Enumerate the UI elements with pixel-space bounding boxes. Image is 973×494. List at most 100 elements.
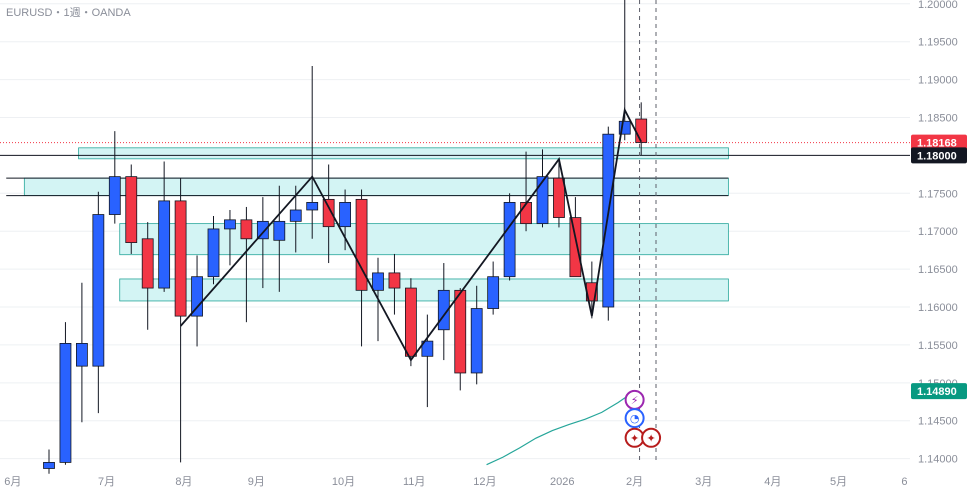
us-flag-icon-ring xyxy=(641,427,662,448)
candle-body xyxy=(224,219,236,230)
candle xyxy=(553,159,565,228)
time-tick-label: 10月 xyxy=(332,476,355,488)
time-tick-label: 2月 xyxy=(626,476,643,488)
time-tick-label: 5月 xyxy=(830,476,847,488)
price-tick-label: 1.19500 xyxy=(918,37,958,49)
candle xyxy=(470,285,483,385)
indicator-line xyxy=(486,390,635,466)
time-tick-label: 12月 xyxy=(473,476,496,488)
price-tick-label: 1.16000 xyxy=(918,302,958,314)
candle xyxy=(503,193,516,281)
candle xyxy=(339,189,352,251)
candle-body xyxy=(207,228,220,278)
us-flag-icon[interactable]: ✦ xyxy=(624,427,645,448)
candle xyxy=(404,278,417,367)
candle-body xyxy=(536,176,549,225)
candle xyxy=(289,185,302,253)
candle-body xyxy=(355,198,368,291)
candle-body xyxy=(339,202,352,228)
us-flag-icon-glyph: ✦ xyxy=(630,432,639,445)
candle-body xyxy=(59,343,72,463)
candle xyxy=(602,126,615,321)
zigzag-path[interactable] xyxy=(179,107,642,362)
price-tick-label: 1.17000 xyxy=(918,226,958,238)
candle-body xyxy=(125,176,138,243)
price-tick-label: 1.17500 xyxy=(918,188,958,200)
candle-body xyxy=(421,340,434,357)
time-tick-label: 6月 xyxy=(4,476,21,488)
candle-body xyxy=(404,287,417,357)
candle-body xyxy=(618,120,631,135)
candle xyxy=(388,253,401,315)
time-tick-label: 7月 xyxy=(98,476,115,488)
candle xyxy=(92,191,105,414)
price-tick-label: 1.14500 xyxy=(918,416,958,428)
clock-icon[interactable]: ◔ xyxy=(624,408,645,429)
candle-body xyxy=(602,133,615,308)
vertical-dashed-lines[interactable] xyxy=(639,0,657,462)
time-tick-label: 11月 xyxy=(403,476,425,488)
candle xyxy=(536,149,549,228)
candle xyxy=(59,322,72,465)
symbol-label: EURUSD・1週・OANDA xyxy=(6,7,131,19)
time-tick-label: 6 xyxy=(901,476,907,488)
candle xyxy=(224,209,236,266)
candle-body xyxy=(503,202,516,278)
price-axis[interactable]: 1.140001.145001.150001.155001.160001.165… xyxy=(918,0,958,466)
candle-body xyxy=(372,272,384,291)
candles xyxy=(43,0,648,474)
time-axis[interactable]: 6月 7月 8月 9月 10月 11月 12月 2026 2月 3月 4月 5月 6 xyxy=(4,476,907,488)
candle-body xyxy=(273,220,286,241)
candle-body xyxy=(553,177,565,218)
candle xyxy=(191,255,203,347)
event-icons[interactable]: ⚡ ◔ ✦ ✦ xyxy=(624,389,662,448)
zone-box[interactable] xyxy=(119,223,729,256)
candle xyxy=(437,263,450,361)
price-tick-label: 1.20000 xyxy=(918,0,958,11)
time-tick-label: 9月 xyxy=(248,476,265,488)
price-tick-label: 1.18500 xyxy=(918,113,958,125)
zones[interactable] xyxy=(23,147,729,302)
us-flag-icon[interactable]: ✦ xyxy=(641,427,662,448)
price-tag: 1.18000 xyxy=(911,147,967,164)
candle xyxy=(306,65,319,239)
price-tag: 1.18168 xyxy=(911,134,967,151)
price-tag-label: 1.18168 xyxy=(917,138,957,150)
candle-body xyxy=(487,276,500,309)
candle-body xyxy=(470,308,483,374)
candle-body xyxy=(158,200,171,289)
zone-box[interactable] xyxy=(78,147,729,160)
zigzag-line[interactable] xyxy=(179,107,642,362)
candle xyxy=(174,178,187,463)
candle xyxy=(421,314,434,408)
lightning-icon[interactable]: ⚡ xyxy=(624,389,645,410)
price-tag-label: 1.18000 xyxy=(917,150,957,162)
candle xyxy=(487,261,500,315)
price-tag-bg xyxy=(911,147,967,164)
candle-body xyxy=(520,202,532,225)
candle xyxy=(43,449,55,474)
candle-body xyxy=(108,176,121,215)
time-tick-label: 8月 xyxy=(175,476,192,488)
candle xyxy=(141,222,154,330)
price-tag-label: 1.14890 xyxy=(917,386,957,398)
zone-box[interactable] xyxy=(119,278,729,302)
candle xyxy=(76,282,88,423)
candle-body xyxy=(322,198,335,228)
candle xyxy=(256,197,269,289)
price-tag-bg xyxy=(911,383,967,400)
candle xyxy=(108,131,121,224)
candle-body xyxy=(289,209,302,222)
candle xyxy=(618,0,631,141)
candle xyxy=(273,185,286,292)
candle-body xyxy=(635,118,648,143)
candle-body xyxy=(388,272,401,289)
candle-body xyxy=(240,219,253,240)
candle xyxy=(454,288,467,391)
candle-body xyxy=(174,200,187,317)
candle xyxy=(207,216,220,285)
candle xyxy=(125,164,138,254)
price-tick-label: 1.19000 xyxy=(918,75,958,87)
